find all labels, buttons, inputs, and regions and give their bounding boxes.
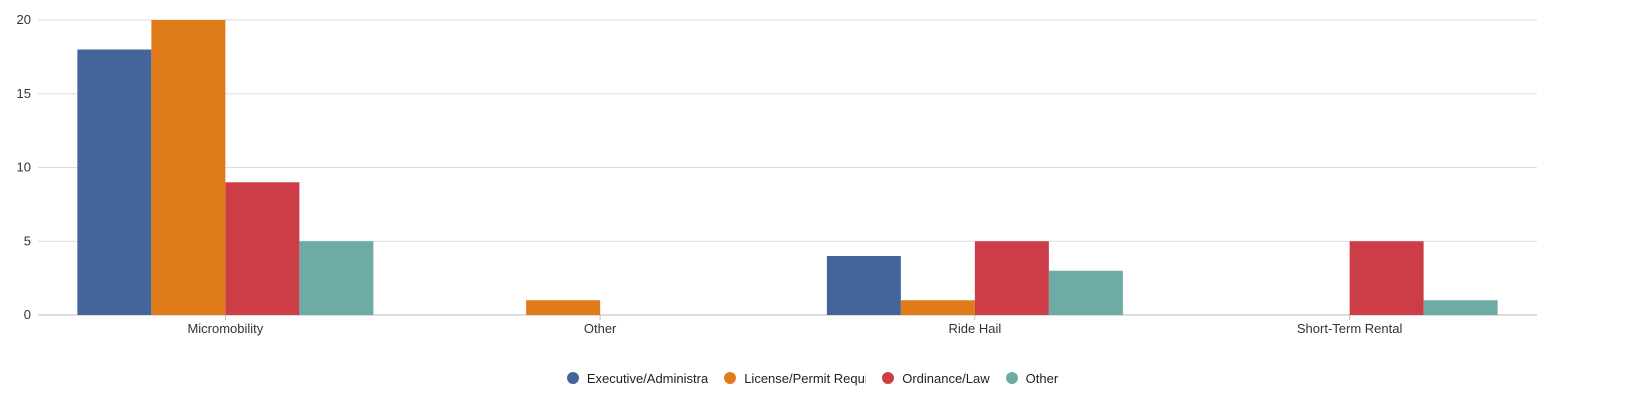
legend-item[interactable]: License/Permit Requi <box>724 371 866 386</box>
y-tick-label: 10 <box>17 160 31 175</box>
legend-item[interactable]: Executive/Administra <box>566 370 709 386</box>
legend: Executive/Administra License/Permit Requi… <box>0 366 1625 390</box>
bar-ride-hail-series-3 <box>1048 270 1123 315</box>
y-tick-label: 15 <box>17 86 31 101</box>
x-tick-label: Short-Term Rental <box>1297 321 1403 336</box>
legend-item[interactable]: Other <box>1005 370 1059 386</box>
y-tick-label: 5 <box>24 233 31 248</box>
x-tick-label: Micromobility <box>187 321 263 336</box>
legend-label: Ordinance/Law <box>902 370 990 386</box>
legend-item[interactable]: Ordinance/Law <box>882 370 990 386</box>
bar-micromobility-series-1 <box>151 20 226 315</box>
bar-short-term-rental-series-3 <box>1423 300 1498 315</box>
bar-other-series-1 <box>526 300 601 315</box>
legend-label: Other <box>1025 370 1059 386</box>
bar-ride-hail-series-1 <box>900 300 975 315</box>
y-tick-label: 0 <box>24 307 31 322</box>
bar-micromobility-series-0 <box>77 49 152 315</box>
bar-chart: 0 5 10 15 20 Micromobility Other Ride Hail Short… <box>17 12 1537 336</box>
legend-label: License/Permit Requi <box>744 370 867 386</box>
legend-swatch <box>724 372 737 384</box>
x-tick-label: Other <box>584 321 617 336</box>
y-tick-label: 20 <box>17 12 31 27</box>
bar-ride-hail-series-2 <box>974 241 1049 315</box>
legend-swatch <box>882 372 895 384</box>
bar-short-term-rental-series-2 <box>1349 241 1424 315</box>
bar-micromobility-series-2 <box>225 182 300 315</box>
legend-label: Executive/Administra <box>586 370 709 386</box>
legend-swatch <box>1005 372 1018 384</box>
x-tick-label: Ride Hail <box>949 321 1002 336</box>
bars <box>77 20 1498 315</box>
bar-micromobility-series-3 <box>299 241 374 315</box>
axes: 0 5 10 15 20 Micromobility Other Ride Hail Short… <box>17 12 1403 336</box>
bar-ride-hail-series-0 <box>826 256 901 315</box>
legend-swatch <box>566 372 579 384</box>
